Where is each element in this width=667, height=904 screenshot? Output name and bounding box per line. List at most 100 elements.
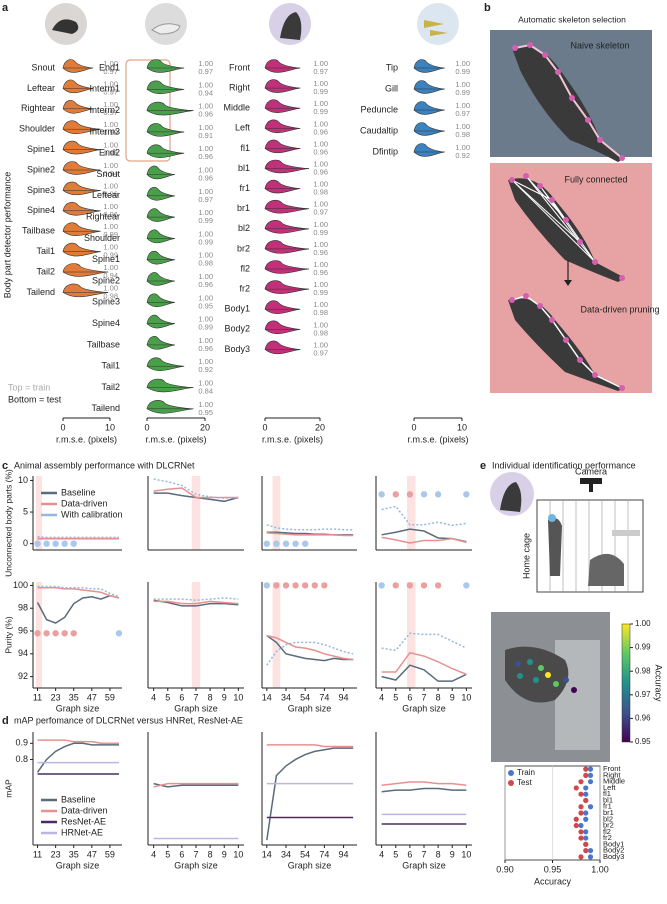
violin: [146, 165, 175, 180]
violin: [413, 122, 445, 136]
dot: [573, 785, 579, 791]
series-line: [37, 739, 119, 745]
dot: [587, 779, 594, 785]
x-axis-label: Graph size: [56, 860, 100, 870]
x-tick-label: 74: [319, 849, 329, 859]
series-line: [36, 742, 119, 773]
test-label: 0.99: [455, 88, 470, 97]
category-label: Dfintip: [372, 146, 398, 156]
train-label: 1.00: [313, 320, 328, 329]
test-label: 0.99: [313, 107, 328, 116]
train-label: 1.00: [103, 263, 118, 272]
series-line: [381, 664, 467, 682]
colorbar-tick-label: 1.00: [635, 619, 651, 628]
highlight-band: [407, 476, 416, 550]
x-tick-label: 9: [222, 849, 227, 859]
x-tick-label: 0: [144, 422, 149, 432]
x-tick-label: 5: [165, 849, 170, 859]
test-label: 0.92: [455, 151, 470, 160]
marker-dot: [434, 582, 442, 589]
violin: [413, 101, 445, 115]
category-label: Caudaltip: [360, 125, 398, 135]
highlight-band: [407, 582, 416, 688]
test-label: 0.92: [198, 365, 213, 374]
category-label: Tailbase: [22, 226, 55, 236]
train-label: 1.00: [313, 159, 328, 168]
test-label: 0.94: [198, 88, 213, 97]
marker-dot: [378, 491, 385, 498]
marker-dot: [43, 630, 50, 637]
highlight-band: [272, 582, 281, 688]
train-label: 1.00: [313, 99, 328, 108]
dot: [583, 766, 589, 772]
category-label: Snout: [31, 62, 55, 72]
dot: [583, 829, 589, 835]
camera-mount: [589, 484, 593, 492]
y-axis-label: mAP: [3, 779, 13, 798]
x-tick-label: 4: [379, 692, 384, 702]
x-tick-label: 0: [411, 422, 416, 432]
violin: [413, 143, 445, 157]
train-label: 1.00: [313, 59, 328, 68]
colorbar-tick-label: 0.97: [635, 690, 651, 699]
train-label: 1.00: [313, 180, 328, 189]
category-label: Left: [235, 123, 251, 133]
train-label: 1.00: [198, 123, 213, 132]
series-line: [381, 505, 467, 527]
test-label: 0.99: [103, 251, 118, 260]
train-label: 1.00: [103, 222, 118, 231]
train-label: 1.00: [103, 243, 118, 252]
category-label: Left: [603, 783, 616, 792]
x-tick-label: 59: [105, 692, 115, 702]
train-label: 1.00: [313, 240, 328, 249]
test-label: 0.98: [103, 291, 118, 300]
photo-door: [555, 640, 600, 750]
category-label: Body2: [224, 324, 250, 334]
category-label: bl1: [238, 163, 250, 173]
highlight-band: [191, 476, 201, 550]
category-label: Spine3: [27, 185, 55, 195]
violin: [62, 100, 94, 114]
category-label: Interm1: [89, 84, 120, 94]
series-line: [381, 787, 467, 793]
legend-label: Data-driven: [61, 805, 108, 815]
violin: [264, 199, 310, 214]
mouse-body: [508, 298, 625, 391]
x-tick-label: 9: [450, 692, 455, 702]
violin: [146, 123, 185, 137]
highlight-band: [272, 476, 281, 550]
violin: [62, 222, 101, 236]
category-label: br2: [237, 243, 250, 253]
series-line: [37, 586, 120, 599]
camera: [580, 478, 602, 484]
category-label: Right: [229, 82, 251, 92]
full-edges: [511, 175, 596, 263]
train-label: 1.00: [455, 143, 470, 152]
panel-title: Automatic skeleton selection: [518, 14, 626, 24]
test-label: 0.97: [313, 348, 328, 357]
train-label: 1.00: [313, 280, 328, 289]
test-label: 0.99: [313, 288, 328, 297]
category-label: Tailbase: [87, 339, 120, 349]
category-label: Middle: [603, 777, 625, 786]
dot: [583, 835, 589, 841]
x-tick-label: 20: [200, 422, 210, 432]
marker-dot: [70, 540, 77, 547]
violin: [146, 144, 185, 158]
train-label: 1.00: [198, 251, 213, 260]
dot: [583, 772, 589, 779]
violin: [264, 260, 310, 274]
legend-label: Baseline: [61, 794, 96, 804]
test-label: 0.99: [313, 228, 328, 237]
colorbar-tick-label: 0.95: [635, 737, 651, 746]
x-axis-label: Graph size: [174, 703, 218, 713]
arrow-head: [564, 280, 572, 286]
x-tick-label: 23: [51, 692, 61, 702]
legend-label: Data-driven: [61, 498, 108, 508]
diagram-label: Data-driven pruning: [580, 304, 659, 314]
x-tick-label: 47: [87, 692, 97, 702]
train-label: 1.00: [198, 378, 213, 387]
x-tick-label: 11: [33, 849, 42, 859]
diagram-label: Camera: [575, 466, 607, 476]
dot: [578, 804, 584, 810]
